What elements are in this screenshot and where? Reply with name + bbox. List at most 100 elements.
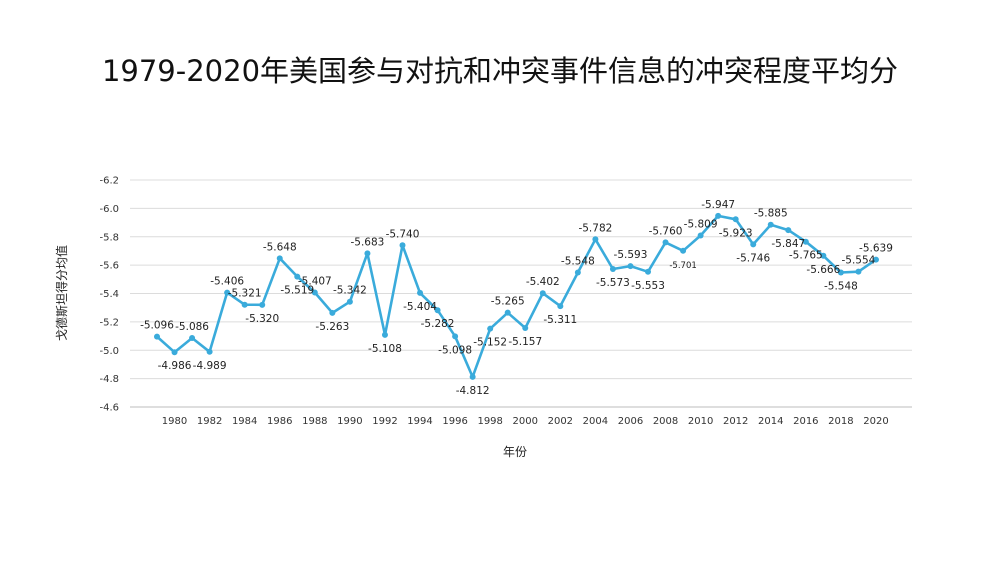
data-label: -5.263 [315,321,349,333]
data-point [329,309,336,316]
data-point [154,333,160,340]
data-label: -5.096 [140,320,174,332]
data-point [294,273,301,280]
data-point [732,216,739,223]
data-point [224,289,231,296]
data-point [627,263,634,270]
y-tick-label: -5.0 [99,346,119,357]
y-tick-label: -6.2 [99,176,119,187]
x-tick-label: 2018 [828,416,853,427]
data-label: -5.282 [421,318,455,330]
x-tick-label: 1986 [267,416,292,427]
data-point [259,301,266,308]
data-label: -5.402 [526,276,560,288]
data-label: -5.321 [228,288,262,300]
data-point [802,238,809,245]
data-point [206,348,213,355]
x-tick-label: 2016 [793,416,818,427]
data-label: -5.740 [386,228,420,240]
data-point [311,289,318,296]
data-point [276,255,283,262]
data-point [750,241,757,248]
data-point [381,331,388,338]
data-point [820,252,827,259]
data-label: -5.320 [245,313,279,325]
data-label: -5.554 [842,255,876,267]
data-label: -5.648 [263,241,297,253]
chart-title: 1979-2020年美国参与对抗和冲突事件信息的冲突程度平均分 [101,54,899,88]
x-tick-label: 2010 [688,416,713,427]
data-point [346,298,353,305]
data-point [557,303,564,310]
data-points [154,212,879,380]
data-point [662,239,669,246]
x-tick-label: 2012 [723,416,748,427]
data-point [837,269,844,276]
data-label: -5.406 [210,276,244,288]
data-point [434,307,441,314]
data-label: -5.098 [438,344,472,356]
x-tick-label: 1980 [162,416,187,427]
data-point [539,290,546,297]
data-point [364,250,371,257]
x-tick-label: 2000 [513,416,538,427]
data-label: -4.986 [158,360,192,372]
data-label: -5.639 [859,243,893,255]
x-tick-label: 1988 [302,416,327,427]
data-label: -5.407 [298,276,332,288]
x-tick-label: 1982 [197,416,222,427]
data-point [171,349,178,356]
data-label: -5.573 [596,277,630,289]
data-point [697,232,704,239]
data-point [645,268,652,275]
data-point [487,325,494,332]
data-label: -5.548 [561,256,595,268]
y-tick-label: -4.6 [99,403,119,414]
data-point [574,269,581,276]
x-tick-label: 2014 [758,416,783,427]
data-label: -5.666 [806,264,840,276]
data-point [522,324,529,331]
x-tick-label: 1998 [477,416,502,427]
data-label: -5.404 [403,301,437,313]
x-tick-label: 1994 [407,416,432,427]
x-tick-label: 2020 [863,416,888,427]
data-point [767,221,774,228]
y-tick-label: -5.2 [99,317,119,328]
data-label: -5.311 [543,314,577,326]
data-label: -4.812 [456,385,490,397]
series-line [156,214,877,379]
y-tick-label: -5.4 [99,289,119,300]
data-label: -5.553 [631,280,665,292]
data-labels: -5.096 -4.986 -5.086 -4.989 -5.406-5.321 -5.3… [140,199,893,397]
data-point [241,301,248,308]
data-label: -5.947 [701,199,735,211]
data-label: -5.847 [771,238,805,250]
data-point [452,333,459,340]
data-point [504,309,511,316]
y-tick-label: -5.6 [99,261,119,272]
data-point [609,265,616,272]
data-label: -5.108 [368,343,402,355]
y-axis-title: 戈德斯坦得分均值 [54,245,69,341]
data-point [592,236,599,243]
x-tick-label: 2004 [583,416,608,427]
x-axis-title: 年份 [503,445,527,459]
y-tick-label: -4.8 [99,374,119,385]
data-label: -5.809 [684,218,718,230]
data-label: -5.782 [578,222,612,234]
data-point [715,212,722,219]
data-label: -5.923 [719,227,753,239]
data-label: -5.765 [789,250,823,262]
x-tick-label: 2006 [618,416,643,427]
data-label: -5.152 [473,337,507,349]
data-point [785,227,792,234]
y-tick-label: -6.0 [99,204,119,215]
x-axis-ticks: 1980 1982 1984 1986 1988 1990 1992 1994 1996 1998… [162,416,889,427]
x-tick-label: 1990 [337,416,362,427]
data-point [855,268,862,275]
gridlines [130,179,912,408]
data-label: -5.548 [824,281,858,293]
data-label: -5.593 [614,249,648,261]
y-tick-label: -5.8 [99,232,119,243]
